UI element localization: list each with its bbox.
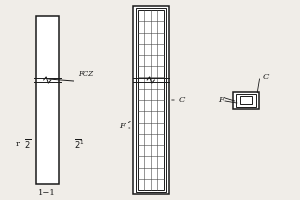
Text: FCZ: FCZ bbox=[78, 70, 93, 78]
Text: 1−1: 1−1 bbox=[38, 189, 56, 197]
Text: C: C bbox=[178, 96, 185, 104]
Bar bbox=[240, 96, 252, 104]
Text: F: F bbox=[119, 122, 124, 130]
Bar bbox=[136, 8, 166, 192]
Text: $\overline{2}$: $\overline{2}$ bbox=[24, 137, 31, 151]
Bar bbox=[133, 6, 169, 194]
Text: $\mathregular{r}$: $\mathregular{r}$ bbox=[15, 140, 21, 148]
Text: $\overline{2}^{1}$: $\overline{2}^{1}$ bbox=[74, 137, 84, 151]
Bar bbox=[236, 94, 256, 106]
Bar bbox=[138, 10, 164, 190]
Bar bbox=[36, 16, 58, 184]
Bar bbox=[233, 92, 259, 108]
Text: C: C bbox=[262, 73, 269, 81]
Text: F: F bbox=[218, 96, 224, 104]
